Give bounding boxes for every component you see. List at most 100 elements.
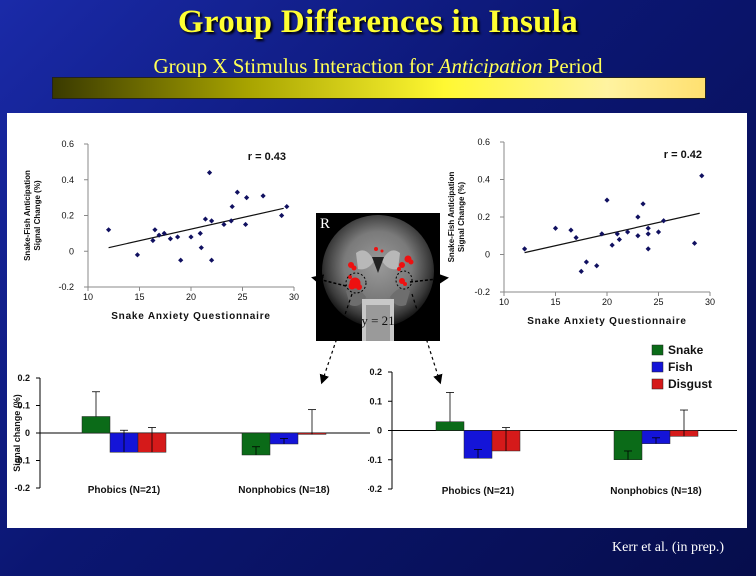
- x-axis-label: Snake Anxiety Questionnaire: [527, 316, 687, 327]
- arrow-to-left-bars: [319, 293, 353, 385]
- data-point: [206, 170, 213, 176]
- brain-slice-image: R y = 21: [316, 213, 440, 341]
- data-point: [609, 242, 615, 248]
- data-point: [699, 173, 705, 179]
- slide-title: Group Differences in Insula: [177, 4, 579, 40]
- legend-swatch-fish: [651, 361, 664, 373]
- x-tick-label: 20: [186, 292, 196, 302]
- data-point: [106, 227, 112, 233]
- arrow-to-left-scatter: [311, 274, 347, 287]
- x-axis-label: Snake Anxiety Questionnaire: [111, 311, 271, 322]
- gradient-divider: [52, 77, 706, 99]
- data-point: [221, 221, 227, 228]
- data-point: [661, 218, 667, 224]
- x-tick-label: 25: [653, 297, 663, 307]
- data-point: [209, 218, 215, 224]
- data-point: [279, 212, 285, 219]
- y-axis-label-line1: Snake-Fish Anticipation: [23, 170, 32, 261]
- legend-label-fish: Fish: [668, 360, 693, 374]
- data-point: [578, 268, 584, 274]
- y-tick-label: 0.1: [369, 396, 382, 406]
- data-point: [228, 218, 234, 224]
- citation: Kerr et al. (in prep.): [612, 540, 724, 555]
- x-tick-label: 20: [602, 297, 612, 307]
- slide-subtitle: Group X Stimulus Interaction for Anticip…: [0, 54, 756, 79]
- bar-chart-right: -0.2 -0.1 0 0.1 0.2 Phobics (N=21) Nonphobics …: [368, 343, 737, 497]
- data-point: [188, 234, 194, 240]
- legend-swatch-snake: [651, 344, 664, 356]
- data-point: [635, 214, 641, 220]
- y-tick-label: 0.1: [17, 401, 30, 411]
- y-tick-label: 0: [25, 428, 30, 438]
- brain-slice-label: y = 21: [361, 313, 394, 328]
- data-point: [284, 203, 290, 210]
- bar-fish: [641, 430, 671, 444]
- data-point: [583, 259, 589, 265]
- x-tick-label: 30: [289, 292, 299, 302]
- x-tick-label: 25: [237, 292, 247, 302]
- y-axis-label-line2: Signal Change (%): [33, 180, 42, 251]
- data-point: [167, 236, 173, 242]
- category-label: Phobics (N=21): [442, 486, 515, 497]
- y-axis-label-line2: Signal Change (%): [457, 182, 466, 253]
- trend-line: [108, 207, 284, 249]
- data-point: [573, 235, 579, 241]
- brain-side-label: R: [320, 216, 330, 232]
- x-tick-label: 15: [134, 292, 144, 302]
- data-point: [156, 232, 162, 238]
- correlation-label: r = 0.43: [248, 151, 286, 163]
- y-tick-label: -0.1: [14, 456, 30, 466]
- y-tick-label: 0: [485, 250, 490, 260]
- arrow-to-right-scatter: [409, 273, 449, 285]
- data-point: [161, 230, 167, 236]
- category-label: Phobics (N=21): [88, 485, 161, 496]
- subtitle-suffix: Period: [542, 54, 603, 78]
- correlation-label: r = 0.42: [664, 149, 702, 161]
- data-point: [178, 257, 184, 263]
- x-tick-label: 30: [705, 297, 715, 307]
- scatter-plot-left: -0.2 0 0.2 0.4 0.6 10 15 20 25 30 r = 0.43 Snake An…: [23, 139, 299, 322]
- scatter-plot-right: -0.2 0 0.2 0.4 0.6 10 15 20 25 30 r = 0.42 Snake An…: [447, 137, 715, 327]
- y-tick-label: 0.6: [477, 137, 490, 147]
- category-label: Nonphobics (N=18): [610, 486, 701, 497]
- bar-snake: [81, 416, 111, 434]
- data-point: [202, 216, 209, 222]
- y-tick-label: -0.2: [58, 282, 74, 292]
- data-point: [552, 225, 559, 231]
- y-tick-label: 0.2: [17, 373, 30, 383]
- y-tick-label: 0.4: [477, 175, 490, 185]
- y-tick-label: -0.2: [14, 483, 30, 493]
- y-tick-label: -0.2: [474, 287, 490, 297]
- legend-label-snake: Snake: [668, 343, 704, 357]
- bar-chart-left: -0.2 -0.1 0 0.1 0.2 Signal change (%) Phobics …: [12, 373, 370, 496]
- data-point: [175, 234, 181, 240]
- y-tick-label: -0.2: [368, 484, 382, 494]
- x-tick-label: 10: [83, 292, 93, 302]
- y-tick-label: -0.1: [368, 455, 382, 465]
- data-point: [152, 227, 158, 233]
- legend-swatch-disgust: [651, 378, 664, 390]
- y-tick-label: 0.2: [61, 211, 74, 221]
- data-point: [209, 257, 215, 263]
- y-tick-label: 0.2: [477, 212, 490, 222]
- subtitle-emphasis: Anticipation: [438, 54, 543, 78]
- y-axis-label-line1: Snake-Fish Anticipation: [447, 171, 456, 262]
- data-point: [244, 195, 250, 201]
- legend-label-disgust: Disgust: [668, 377, 712, 391]
- data-point: [604, 197, 610, 203]
- x-tick-label: 15: [550, 297, 560, 307]
- category-label: Nonphobics (N=18): [238, 485, 329, 496]
- y-tick-label: 0: [377, 426, 382, 436]
- data-point: [599, 231, 605, 237]
- data-point: [197, 230, 203, 236]
- subtitle-prefix: Group X Stimulus Interaction for: [153, 54, 439, 78]
- y-tick-label: 0.4: [61, 175, 74, 185]
- data-point: [198, 245, 204, 251]
- data-point: [234, 189, 240, 195]
- data-point: [625, 229, 631, 235]
- data-point: [594, 263, 600, 269]
- data-point: [242, 221, 249, 228]
- y-tick-label: 0: [69, 246, 74, 256]
- data-point: [655, 229, 662, 235]
